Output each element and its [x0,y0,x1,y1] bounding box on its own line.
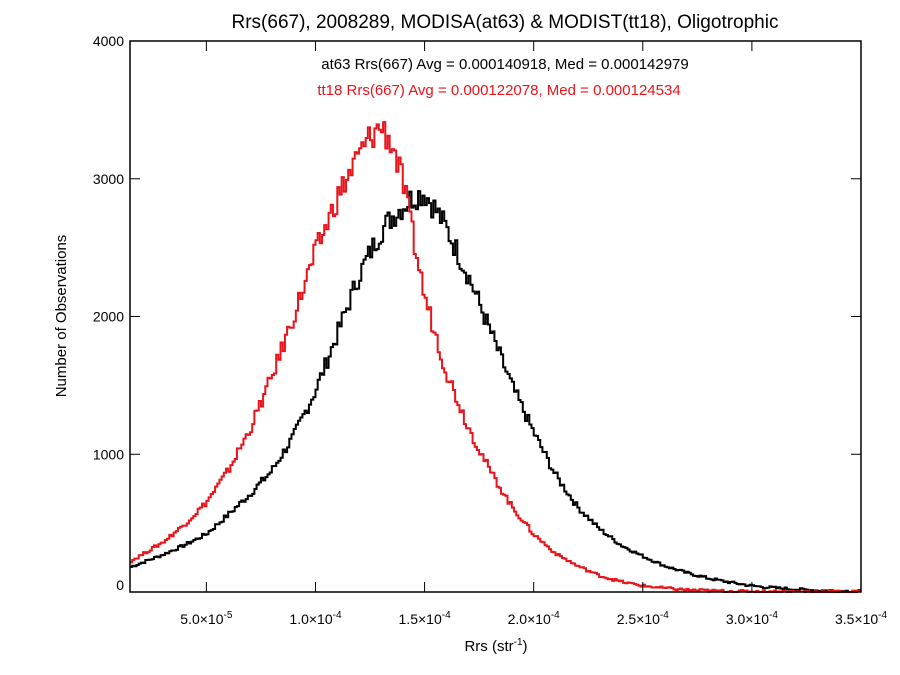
y-axis-label: Number of Observations [53,235,70,398]
x-tick-label: 1.5×10-4 [399,610,452,627]
x-tick-mantissa: 3.5×10 [835,611,878,627]
x-tick-mantissa: 2.0×10 [508,611,551,627]
series-line-1 [130,121,861,593]
y-tick-label: 0 [116,577,124,593]
plot-frame [129,40,862,593]
x-tick-label: 1.0×10-4 [289,610,342,627]
x-tick-label: 3.5×10-4 [835,610,888,627]
x-tick-exponent: -5 [224,610,233,621]
x-tick-exponent: -4 [769,610,778,621]
y-tick-label: 1000 [93,446,124,462]
x-tick-label: 5.0×10-5 [180,610,233,627]
x-tick-exponent: -4 [551,610,560,621]
ticks-layer: 5.0×10-5 1.0×10-4 1.5×10-4 2.0×10-4 2.5×10-4… [93,33,888,627]
x-tick-mantissa: 1.5×10 [399,611,442,627]
series-line-0 [130,190,861,593]
y-tick-label: 2000 [93,309,124,325]
x-axis-label-main: Rrs (str [464,638,513,655]
series-layer [130,121,861,593]
x-tick-label: 3.0×10-4 [726,610,779,627]
x-tick-exponent: -4 [333,610,342,621]
chart-title: Rrs(667), 2008289, MODISA(at63) & MODIST… [232,12,779,33]
x-tick-label: 2.5×10-4 [617,610,670,627]
x-tick-mantissa: 2.5×10 [617,611,660,627]
x-axis-label-exp: -1 [514,637,523,648]
x-tick-mantissa: 1.0×10 [289,611,332,627]
x-tick-exponent: -4 [878,610,887,621]
x-tick-exponent: -4 [660,610,669,621]
x-tick-label: 2.0×10-4 [508,610,561,627]
legend-at63: at63 Rrs(667) Avg = 0.000140918, Med = 0… [321,56,689,73]
legend-tt18: tt18 Rrs(667) Avg = 0.000122078, Med = 0… [317,82,680,99]
x-axis-label-tail: ) [523,638,528,655]
y-tick-label: 4000 [93,33,124,49]
y-tick-label: 3000 [93,171,124,187]
x-axis-label: Rrs (str-1) [464,637,527,655]
x-tick-exponent: -4 [442,610,451,621]
x-tick-mantissa: 5.0×10 [180,611,223,627]
x-tick-mantissa: 3.0×10 [726,611,769,627]
